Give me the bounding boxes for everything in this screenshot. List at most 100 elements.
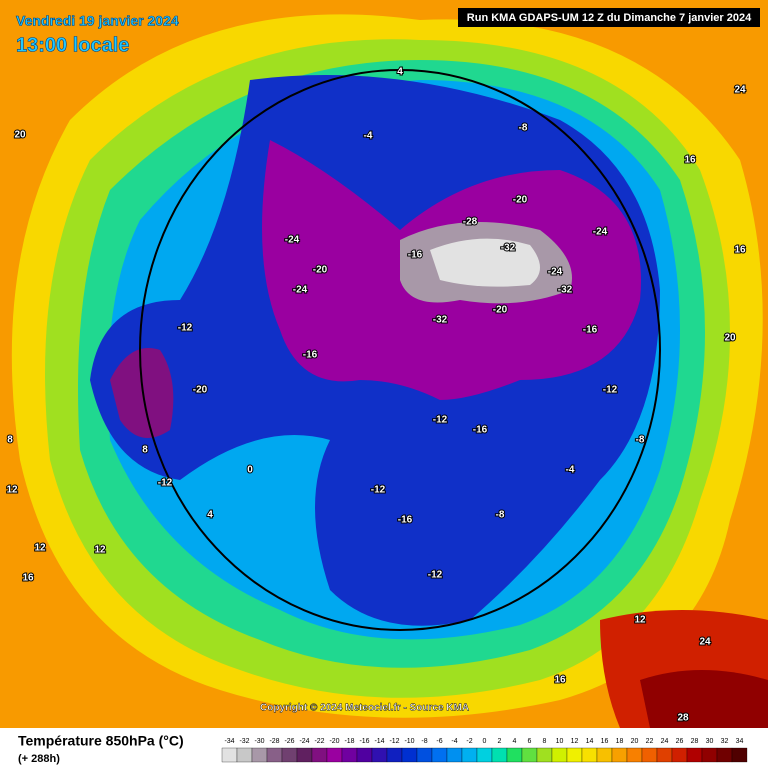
- colorbar-tick-label: -14: [374, 738, 384, 745]
- colorbar-swatch: [506, 747, 523, 763]
- colorbar-tick-label: -32: [239, 738, 249, 745]
- colorbar-swatch: [686, 747, 703, 763]
- contour-label: -20: [313, 265, 328, 276]
- copyright: Copyright © 2024 Meteociel.fr - Source K…: [260, 703, 469, 714]
- contour-label: -8: [496, 510, 505, 521]
- forecast-date: Vendredi 19 janvier 2024: [16, 13, 179, 29]
- colorbar-swatch: [566, 747, 583, 763]
- colorbar-swatch: [266, 747, 283, 763]
- colorbar-tick-label: 20: [631, 738, 639, 745]
- colorbar-swatch: [491, 747, 508, 763]
- colorbar-swatch: [551, 747, 568, 763]
- contour-label: -28: [463, 217, 478, 228]
- colorbar-swatch: [461, 747, 478, 763]
- colorbar-swatch: [611, 747, 628, 763]
- colorbar-tick-label: -18: [344, 738, 354, 745]
- colorbar-swatch: [656, 747, 673, 763]
- contour-label: -20: [513, 195, 528, 206]
- colorbar-tick-label: -10: [404, 738, 414, 745]
- colorbar-swatch: [596, 747, 613, 763]
- contour-label: -12: [178, 323, 193, 334]
- contour-label: 16: [734, 245, 746, 256]
- contour-label: 12: [94, 545, 106, 556]
- run-box: [458, 8, 760, 27]
- contour-label: -20: [193, 385, 208, 396]
- colorbar-swatch: [671, 747, 688, 763]
- colorbar-tick-label: 22: [646, 738, 654, 745]
- contour-label: 12: [34, 543, 46, 554]
- colorbar-tick-label: 24: [661, 738, 669, 745]
- colorbar-tick-label: 14: [586, 738, 594, 745]
- contour-label: -32: [433, 315, 448, 326]
- colorbar-tick-label: 30: [706, 738, 714, 745]
- colorbar-tick-label: -12: [389, 738, 399, 745]
- colorbar-tick-label: 4: [513, 738, 517, 745]
- colorbar-swatch: [416, 747, 433, 763]
- colorbar-tick-label: -24: [299, 738, 309, 745]
- contour-label: -8: [519, 123, 528, 134]
- colorbar-tick-label: -8: [421, 738, 427, 745]
- colorbar-tick-label: -26: [284, 738, 294, 745]
- contour-label: 16: [554, 675, 566, 686]
- contour-label: 0: [247, 465, 253, 476]
- colorbar-swatch: [326, 747, 343, 763]
- colorbar-swatch: [641, 747, 658, 763]
- colorbar-swatch: [251, 747, 268, 763]
- colorbar-tick-label: -34: [224, 738, 234, 745]
- colorbar-tick-label: -16: [359, 738, 369, 745]
- contour-label: -12: [158, 478, 173, 489]
- contour-label: 28: [677, 713, 689, 724]
- contour-label: 4: [207, 510, 213, 521]
- colorbar-tick-label: 2: [498, 738, 502, 745]
- colorbar-swatch: [626, 747, 643, 763]
- colorbar-tick-label: -20: [329, 738, 339, 745]
- colorbar-swatch: [311, 747, 328, 763]
- colorbar-swatch: [536, 747, 553, 763]
- colorbar-swatch: [341, 747, 358, 763]
- forecast-time: 13:00 locale: [16, 34, 129, 56]
- colorbar-tick-label: 8: [543, 738, 547, 745]
- colorbar-swatch: [356, 747, 373, 763]
- contour-label: -12: [371, 485, 386, 496]
- map: -32 -28 -32 -32 -24 -20 -24 -24 -20 -24 -20 -16 -16 -…: [0, 0, 768, 728]
- contour-label: -16: [408, 250, 423, 261]
- colorbar-tick-label: -28: [269, 738, 279, 745]
- colorbar-tick-label: 6: [528, 738, 532, 745]
- contour-label: -20: [493, 305, 508, 316]
- contour-label: -24: [593, 227, 608, 238]
- contour-label: -16: [473, 425, 488, 436]
- colorbar-swatch: [716, 747, 733, 763]
- contour-label: 16: [684, 155, 696, 166]
- run-info: Run KMA GDAPS-UM 12 Z du Dimanche 7 janv…: [467, 12, 752, 24]
- contour-label: -24: [285, 235, 300, 246]
- contour-label: -32: [558, 285, 573, 296]
- contour-label: -4: [566, 465, 575, 476]
- contour-label: 16: [22, 573, 34, 584]
- colorbar-swatch: [581, 747, 598, 763]
- colorbar-swatch: [236, 747, 253, 763]
- colorbar-tick-label: 34: [736, 738, 744, 745]
- colorbar-tick-label: 12: [571, 738, 579, 745]
- colorbar-tick-label: -6: [436, 738, 442, 745]
- colorbar-swatch: [476, 747, 493, 763]
- colorbar-swatch: [296, 747, 313, 763]
- colorbar-tick-label: 26: [676, 738, 684, 745]
- colorbar-tick-label: -2: [466, 738, 472, 745]
- colorbar-swatch: [731, 747, 748, 763]
- contour-label: 4: [397, 67, 403, 78]
- colorbar-tick-label: -4: [451, 738, 457, 745]
- contour-label: 8: [142, 445, 148, 456]
- colorbar: -34 -32 -30 -28 -26 -24 -22 -20 -18 -16 -14 -12 -10-…: [221, 738, 748, 763]
- contour-label: 12: [634, 615, 646, 626]
- colorbar-tick-label: 28: [691, 738, 699, 745]
- contour-label: -8: [636, 435, 645, 446]
- contour-label: -24: [548, 267, 563, 278]
- contour-label: -12: [428, 570, 443, 581]
- colorbar-swatch: [431, 747, 448, 763]
- contour-label: -16: [583, 325, 598, 336]
- contour-label: 24: [734, 85, 746, 96]
- colorbar-tick-label: 16: [601, 738, 609, 745]
- contour-label: 20: [14, 130, 26, 141]
- colorbar-swatch: [386, 747, 403, 763]
